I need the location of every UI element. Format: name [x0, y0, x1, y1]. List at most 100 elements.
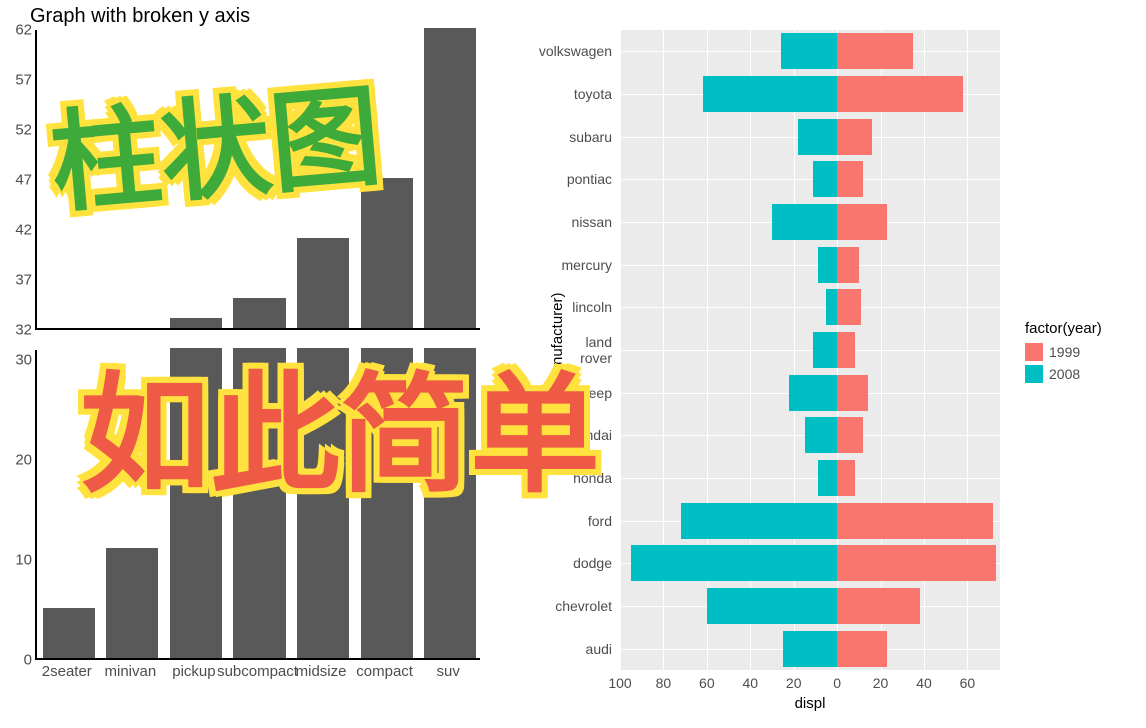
- legend-item: 1999: [1025, 343, 1135, 361]
- ygrid: [620, 478, 1000, 479]
- legend: factor(year) 1999 2008: [1025, 320, 1135, 387]
- hbar-2008-ford: [681, 503, 837, 539]
- xcat: 100: [608, 675, 631, 691]
- hbar-1999-ford: [837, 503, 993, 539]
- right-plot-area: fa (manufacturer) displ audichevroletdod…: [620, 30, 1000, 670]
- hbar-2008-nissan: [772, 204, 837, 240]
- bottom-panel: [35, 350, 480, 660]
- ytick: 20: [15, 452, 32, 469]
- bar-2seater: [43, 608, 95, 658]
- ytick: 62: [15, 22, 32, 39]
- hbar-1999-volkswagen: [837, 33, 913, 69]
- xtick: 2seater: [42, 663, 92, 680]
- ycat: mercury: [561, 257, 612, 273]
- ycat: audi: [586, 641, 612, 657]
- hbar-2008-volkswagen: [781, 33, 837, 69]
- bar-top-pickup: [170, 318, 222, 328]
- bar-compact: [361, 348, 413, 658]
- ygrid: [620, 307, 1000, 308]
- ycat: volkswagen: [539, 43, 612, 59]
- ygrid: [620, 265, 1000, 266]
- hbar-1999-nissan: [837, 204, 887, 240]
- ycat: pontiac: [567, 171, 612, 187]
- ycat: lincoln: [572, 299, 612, 315]
- ytick: 57: [15, 72, 32, 89]
- hbar-2008-pontiac: [813, 161, 837, 197]
- xtick: suv: [437, 663, 460, 680]
- xtick: pickup: [172, 663, 215, 680]
- ycat: subaru: [569, 129, 612, 145]
- xcat: 60: [699, 675, 715, 691]
- bar-pickup: [170, 348, 222, 658]
- bar-top-compact: [361, 178, 413, 328]
- ycat: chevrolet: [555, 598, 612, 614]
- bar-midsize: [297, 348, 349, 658]
- legend-label: 2008: [1049, 366, 1080, 382]
- hbar-2008-hyundai: [805, 417, 838, 453]
- ytick: 30: [15, 352, 32, 369]
- right-ylabel: fa (manufacturer): [549, 292, 566, 407]
- legend-title: factor(year): [1025, 320, 1135, 337]
- hbar-1999-dodge: [837, 545, 996, 581]
- hbar-1999-chevrolet: [837, 588, 920, 624]
- hbar-2008-chevrolet: [707, 588, 837, 624]
- bar-top-subcompact: [233, 298, 285, 328]
- ytick: 32: [15, 322, 32, 339]
- xcat: 20: [873, 675, 889, 691]
- ycat: hyundai: [563, 427, 612, 443]
- hbar-2008-mercury: [818, 247, 838, 283]
- xcat: 40: [916, 675, 932, 691]
- ygrid: [620, 350, 1000, 351]
- hbar-2008-subaru: [798, 119, 837, 155]
- ycat: ford: [588, 513, 612, 529]
- xtick: compact: [356, 663, 413, 680]
- hbar-2008-honda: [818, 460, 838, 496]
- ycat: dodge: [573, 555, 612, 571]
- xtick: subcompact: [217, 663, 298, 680]
- xtick: midsize: [296, 663, 347, 680]
- hbar-1999-lincoln: [837, 289, 861, 325]
- hbar-2008-lincoln: [826, 289, 837, 325]
- bar-suv: [424, 348, 476, 658]
- hbar-2008-jeep: [789, 375, 837, 411]
- hbar-1999-mercury: [837, 247, 859, 283]
- ycat: jeep: [586, 385, 612, 401]
- ycat: honda: [573, 470, 612, 486]
- xcat: 60: [960, 675, 976, 691]
- xtick: minivan: [105, 663, 157, 680]
- hbar-2008-toyota: [703, 76, 838, 112]
- bar-top-suv: [424, 28, 476, 328]
- ytick: 0: [24, 652, 32, 669]
- xcat: 20: [786, 675, 802, 691]
- hbar-1999-jeep: [837, 375, 867, 411]
- bar-subcompact: [233, 348, 285, 658]
- chart-container: Graph with broken y axis 2seater minivan p…: [0, 0, 1146, 728]
- legend-item: 2008: [1025, 365, 1135, 383]
- hbar-2008-dodge: [631, 545, 837, 581]
- xcat: 40: [742, 675, 758, 691]
- ytick: 47: [15, 172, 32, 189]
- ytick: 10: [15, 552, 32, 569]
- ycat: nissan: [572, 214, 612, 230]
- bar-minivan: [106, 548, 158, 658]
- left-chart-title: Graph with broken y axis: [30, 5, 250, 28]
- hbar-1999-pontiac: [837, 161, 863, 197]
- legend-label: 1999: [1049, 344, 1080, 360]
- left-plot-area: 2seater minivan pickupsubcompactmidsize com…: [35, 30, 480, 680]
- left-bar-chart: Graph with broken y axis 2seater minivan p…: [0, 0, 485, 728]
- ytick: 37: [15, 272, 32, 289]
- hbar-2008-audi: [783, 631, 837, 667]
- hbar-1999-hyundai: [837, 417, 863, 453]
- right-xlabel: displ: [795, 695, 826, 712]
- ycat: toyota: [574, 86, 612, 102]
- hbar-2008-land rover: [813, 332, 837, 368]
- bar-top-midsize: [297, 238, 349, 328]
- top-panel: [35, 30, 480, 330]
- xcat: 80: [656, 675, 672, 691]
- xcat: 0: [833, 675, 841, 691]
- hbar-1999-subaru: [837, 119, 872, 155]
- ygrid: [620, 179, 1000, 180]
- hbar-1999-toyota: [837, 76, 963, 112]
- ycat: land rover: [580, 334, 612, 366]
- legend-swatch: [1025, 365, 1043, 383]
